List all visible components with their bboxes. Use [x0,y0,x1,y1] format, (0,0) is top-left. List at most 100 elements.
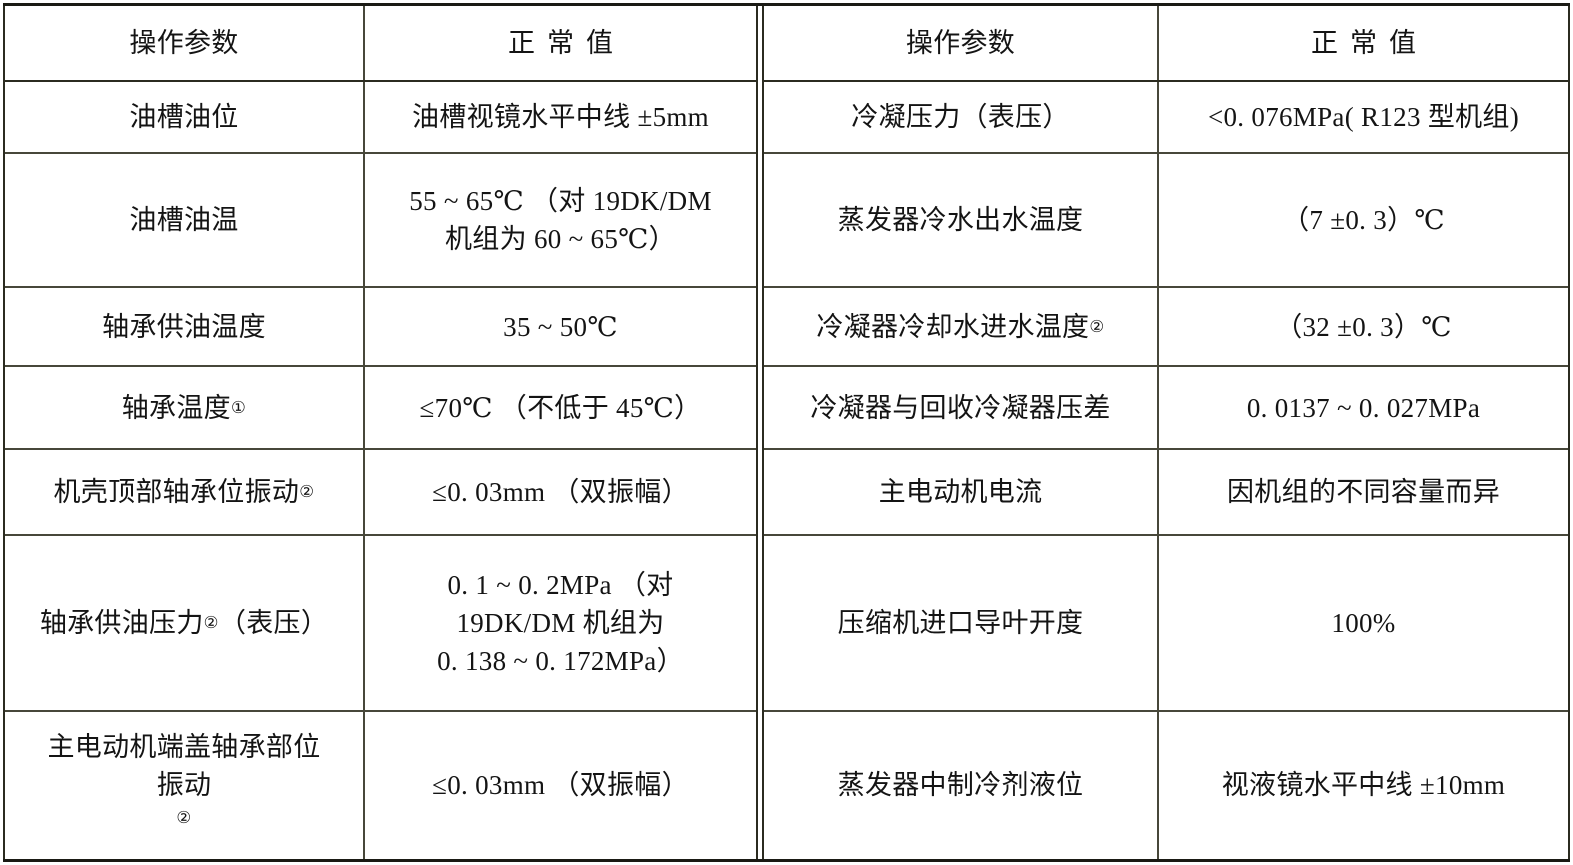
table-row: 轴承供油压力 ② （表压） 0. 1 ~ 0. 2MPa （对 19DK/DM 机组… [5,536,756,713]
value-cell: 35 ~ 50℃ [365,288,756,365]
table-left-half: 操作参数 正常值 油槽油位 油槽视镜水平中线 ±5mm 油槽油温 55 ~ 65… [3,6,758,859]
table-row: 轴承供油温度 35 ~ 50℃ [5,288,756,368]
table-row: 冷凝器与回收冷凝器压差 0. 0137 ~ 0. 027MPa [764,367,1568,450]
table-row: 油槽油温 55 ~ 65℃ （对 19DK/DM 机组为 60 ~ 65℃） [5,153,756,289]
param-label-tail: （表压） [218,608,329,638]
param-label: 主电动机电流 [878,476,1043,507]
value-line: <0. 076MPa( R123 型机组) [1207,102,1520,133]
value-lines: （32 ±0. 3）℃ [1275,308,1452,346]
param-label: 轴承供油温度 [102,311,266,342]
table-row: 油槽油位 油槽视镜水平中线 ±5mm [5,82,756,154]
value-cell: ≤70℃ （不低于 45℃） [365,367,756,447]
param-label: 油槽油温 [129,204,239,235]
table-row: 冷凝压力（表压） <0. 076MPa( R123 型机组) [764,82,1568,154]
param-label: 轴承供油压力 [39,608,204,638]
table-row: 蒸发器冷水出水温度 （7 ±0. 3）℃ [764,153,1568,289]
param-cell: 油槽油温 [5,153,365,287]
table-row: 轴承温度 ① ≤70℃ （不低于 45℃） [5,367,756,450]
param-cell: 轴承供油压力 ② （表压） [5,536,365,711]
value-lines: ≤0. 03mm （双振幅） [432,766,689,804]
header-value-left: 正常值 [508,28,625,59]
param-label: 蒸发器中制冷剂液位 [837,770,1084,801]
value-cell: 0. 1 ~ 0. 2MPa （对 19DK/DM 机组为 0. 138 ~ 0… [365,536,756,710]
param-cell: 蒸发器中制冷剂液位 [764,712,1159,859]
footnote-marker: ② [176,807,192,827]
param-cell: 油槽油位 [5,82,365,152]
value-line: ≤0. 03mm （双振幅） [432,476,689,507]
value-cell: 油槽视镜水平中线 ±5mm [365,82,756,152]
param-cell: 冷凝器与回收冷凝器压差 [764,367,1159,448]
param-label: 冷凝器与回收冷凝器压差 [810,392,1111,423]
table-row: 机壳顶部轴承位振动 ② ≤0. 03mm （双振幅） [5,449,756,537]
table-row: 冷凝器冷却水进水温度 ② （32 ±0. 3）℃ [764,288,1568,368]
param-label: 轴承温度 [121,392,231,423]
value-line: 35 ~ 50℃ [503,311,618,342]
param-label: 蒸发器冷水出水温度 [837,204,1084,235]
value-cell: 55 ~ 65℃ （对 19DK/DM 机组为 60 ~ 65℃） [365,154,756,286]
header-param-right: 操作参数 [764,6,1159,81]
param-label: 压缩机进口导叶开度 [837,608,1084,638]
value-line: 视液镜水平中线 ±10mm [1221,770,1506,801]
param-label: 油槽油位 [129,102,239,133]
value-line: 因机组的不同容量而异 [1227,476,1500,507]
value-cell: 因机组的不同容量而异 [1159,450,1568,534]
value-lines: 0. 0137 ~ 0. 027MPa [1247,389,1480,427]
param-cell: 主电动机电流 [764,449,1159,535]
value-lines: 油槽视镜水平中线 ±5mm [412,98,709,136]
value-lines: 55 ~ 65℃ （对 19DK/DM 机组为 60 ~ 65℃） [409,182,712,259]
param-cell: 主电动机端盖轴承部位 振动 ② [5,712,365,859]
param-cell: 轴承温度 ① [5,367,365,448]
header-param-left: 操作参数 [5,6,365,81]
table-header-row: 操作参数 正常值 [764,6,1568,83]
param-line-with-marker: 振动 ② [48,766,321,843]
value-cell: ≤0. 03mm （双振幅） [365,450,756,534]
value-lines: <0. 076MPa( R123 型机组) [1208,98,1519,136]
table-row: 主电动机端盖轴承部位 振动 ② ≤0. 03mm （双振幅） [5,712,756,859]
param-line: 振动 [156,770,212,801]
param-label: 冷凝器冷却水进水温度 [816,311,1090,342]
value-cell: （7 ±0. 3）℃ [1159,154,1568,286]
value-lines: 100% [1331,604,1395,642]
table-row: 主电动机电流 因机组的不同容量而异 [764,449,1568,537]
value-line: （7 ±0. 3）℃ [1282,204,1445,235]
param-cell: 机壳顶部轴承位振动 ② [5,449,365,535]
value-lines: 35 ~ 50℃ [503,308,618,346]
value-cell: （32 ±0. 3）℃ [1159,288,1568,365]
value-line: ≤70℃ （不低于 45℃） [419,392,702,423]
value-lines: 视液镜水平中线 ±10mm [1222,766,1505,804]
value-cell: <0. 076MPa( R123 型机组) [1159,82,1568,152]
value-line: （32 ±0. 3）℃ [1275,311,1452,342]
value-lines: 0. 1 ~ 0. 2MPa （对 19DK/DM 机组为 0. 138 ~ 0… [437,566,684,681]
table-right-half: 操作参数 正常值 冷凝压力（表压） <0. 076MPa( R123 型机组) … [762,6,1570,859]
param-lines: 主电动机端盖轴承部位 振动 ② [48,728,321,843]
value-cell: 0. 0137 ~ 0. 027MPa [1159,367,1568,447]
value-cell: ≤0. 03mm （双振幅） [365,712,756,859]
operating-parameters-table: 操作参数 正常值 油槽油位 油槽视镜水平中线 ±5mm 油槽油温 55 ~ 65… [3,3,1570,862]
value-line: ≤0. 03mm （双振幅） [432,770,689,801]
value-lines: ≤0. 03mm （双振幅） [432,473,689,511]
param-label: 机壳顶部轴承位振动 [53,476,300,507]
table-header-row: 操作参数 正常值 [5,6,756,83]
value-cell: 视液镜水平中线 ±10mm [1159,712,1568,859]
value-lines: （7 ±0. 3）℃ [1282,201,1445,239]
value-line: 0. 1 ~ 0. 2MPa （对 [447,569,674,600]
value-lines: ≤70℃ （不低于 45℃） [420,389,702,427]
value-cell: 100% [1159,536,1568,710]
value-line: 100% [1331,608,1396,638]
param-cell: 冷凝压力（表压） [764,82,1159,152]
value-line: 油槽视镜水平中线 ±5mm [412,102,709,133]
table-row: 蒸发器中制冷剂液位 视液镜水平中线 ±10mm [764,712,1568,859]
value-line: 0. 0137 ~ 0. 027MPa [1246,392,1481,423]
param-label: 冷凝压力（表压） [851,102,1070,133]
param-cell: 轴承供油温度 [5,288,365,366]
value-line: 0. 138 ~ 0. 172MPa） [437,646,684,677]
header-value-right: 正常值 [1311,28,1428,59]
value-line: 19DK/DM 机组为 [456,608,665,638]
param-cell: 蒸发器冷水出水温度 [764,153,1159,287]
value-line: 55 ~ 65℃ （对 19DK/DM [409,185,712,216]
table-row: 压缩机进口导叶开度 100% [764,536,1568,713]
param-line: 主电动机端盖轴承部位 [47,732,321,763]
value-lines: 因机组的不同容量而异 [1227,473,1500,511]
param-cell: 冷凝器冷却水进水温度 ② [764,288,1159,366]
